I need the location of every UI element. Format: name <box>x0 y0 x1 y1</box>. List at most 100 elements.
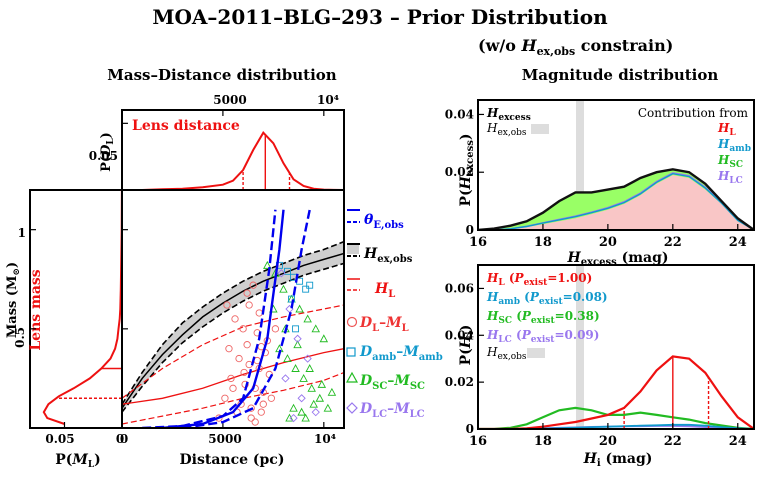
legend-hex-band <box>347 244 359 254</box>
dl-ml-point <box>223 301 231 309</box>
page-subtitle: (w/o Hex,obs constrain) <box>478 36 673 58</box>
mass-axis-label: Mass (M⊙) <box>5 262 22 338</box>
dlc-mlc-point <box>277 269 286 278</box>
md-legend: θE,obs Hex,obs HL DL–ML Damb–Mamb DSC–MS… <box>345 209 443 420</box>
hexcess-panel: 00.020.04 16 18 20 22 24 P(Hexcess) Hexcess … <box>445 99 755 268</box>
dl-ml-point <box>251 418 259 426</box>
dlc-mlc-point <box>303 354 312 363</box>
dist-tick-1e4: 10⁴ <box>314 432 336 446</box>
legend-dlc-label: DLC–MLC <box>359 401 425 420</box>
hexcess-x-tick-label: 18 <box>534 235 552 250</box>
dl-ml-point <box>231 315 239 323</box>
dl-ml-point <box>247 404 255 412</box>
dsc-msc-point <box>311 324 320 333</box>
dl-ml-point <box>221 394 229 402</box>
dsc-msc-point <box>307 383 316 392</box>
hi-legend-hsc: HSC (Pexist=0.38) <box>486 309 600 326</box>
dl-ml-point <box>271 325 280 333</box>
hi-legend-hamb: Hamb (Pexist=0.08) <box>486 290 608 307</box>
dsc-msc-point <box>301 413 310 422</box>
dsc-msc-point <box>283 354 292 363</box>
hi-legend-hlc: HLC (Pexist=0.09) <box>486 328 599 345</box>
hi-y-tick-label: 0.04 <box>445 328 474 342</box>
hi-x-tick-label: 16 <box>469 434 487 449</box>
left-heading: Mass–Distance distribution <box>107 66 337 84</box>
hexcess-x-tick-label: 24 <box>729 235 747 250</box>
theta-e-upper-curve <box>182 209 311 428</box>
dsc-msc-point <box>317 379 327 388</box>
hi-legend-hl: HL (Pexist=1.00) <box>486 271 592 288</box>
hl-upper-curve <box>122 304 344 399</box>
hexcess-y-tick-label: 0.04 <box>445 107 474 121</box>
hi-x-tick-label: 22 <box>664 434 682 449</box>
hi-y-tick-label: 0.06 <box>445 281 474 295</box>
mass-distance-panel: 0 5000 10⁴ Distance (pc) <box>120 189 345 468</box>
dsc-msc-point <box>315 393 325 402</box>
dist-tick-0: 0 <box>120 432 128 446</box>
legend-hex-label: Hex,obs <box>363 246 413 265</box>
hi-frame <box>477 264 755 430</box>
dlc-mlc-point <box>297 394 306 403</box>
top-tick-1e4: 10⁴ <box>317 93 339 107</box>
dl-ml-point <box>225 345 233 353</box>
hexcess-legend-contribution: Contribution from <box>638 106 749 120</box>
hexcess-x-tick-label: 20 <box>599 235 617 250</box>
lens-distance-label: Lens distance <box>132 118 240 134</box>
hexcess-x-tick-label: 22 <box>664 235 682 250</box>
legend-dl-ml-marker <box>346 316 358 328</box>
hexcess-legend-hlc: HLC <box>717 169 743 186</box>
page-title: MOA–2011–BLG–293 – Prior Distribution <box>152 5 608 29</box>
legend-damb-marker <box>346 347 356 357</box>
dl-ml-point <box>243 341 251 349</box>
hi-obs-band <box>576 265 584 429</box>
hi-legend-hexobs: Hex,obs <box>486 345 527 362</box>
legend-dsc-label: DSC–MSC <box>359 373 425 392</box>
dl-ml-point <box>239 325 247 333</box>
dl-ml-point <box>243 289 251 297</box>
dl-ml-point <box>257 408 265 416</box>
md-frame <box>121 189 345 429</box>
hex-upper-curve <box>122 240 344 405</box>
hexcess-legend-hexcess: Hexcess <box>486 106 531 123</box>
hexcess-total-line <box>478 168 754 230</box>
dlc-mlc-point <box>281 374 290 383</box>
hexcess-y-tick-label: 0 <box>466 223 474 237</box>
legend-dsc-marker <box>345 371 359 383</box>
pdl-curve <box>122 131 345 191</box>
dl-ml-point <box>229 384 237 392</box>
theta-e-lower-curve <box>142 209 277 428</box>
pml-tick-0: 0 <box>116 432 124 446</box>
hexcess-legend-hsc: HSC <box>717 153 743 170</box>
hi-y-label: P(Hi) <box>458 325 476 366</box>
dl-ml-point <box>259 400 267 408</box>
hexcess-x-label: Hexcess (mag) <box>566 250 668 268</box>
hex-band <box>122 241 344 413</box>
dl-ml-point <box>247 414 255 422</box>
hexcess-hamb-line <box>478 172 754 230</box>
dlc-mlc-point <box>311 407 320 417</box>
damb-mamb-point <box>284 267 291 275</box>
dsc-msc-point <box>297 407 306 416</box>
dlc-mlc-point <box>293 334 302 343</box>
distance-axis-label: Distance (pc) <box>180 452 285 468</box>
hi-hl-line <box>478 355 754 429</box>
damb-mamb-point <box>306 281 314 289</box>
dsc-msc-point <box>323 403 333 412</box>
pml-tick-005: 0.05 <box>45 432 74 446</box>
hi-x-tick-label: 20 <box>599 434 617 449</box>
hi-x-tick-label: 18 <box>534 434 552 449</box>
dl-ml-point <box>249 281 257 289</box>
hl-curve <box>122 348 344 405</box>
hi-panel: 00.020.040.06 16 18 20 22 24 P(Hi) Hi (mag) … <box>445 264 755 469</box>
legend-dlc-marker <box>346 402 358 414</box>
dsc-msc-point <box>279 284 288 293</box>
damb-mamb-point <box>302 285 310 293</box>
pdl-tick-005: 0.05 <box>89 149 118 163</box>
hexcess-hl-area <box>478 175 754 230</box>
dsc-msc-point <box>309 399 318 408</box>
pml-curve <box>42 189 123 425</box>
legend-hl-label: HL <box>374 281 395 300</box>
hexcess-legend-hexobs-swatch <box>531 124 549 134</box>
pml-axis-label: P(ML) <box>55 452 101 470</box>
